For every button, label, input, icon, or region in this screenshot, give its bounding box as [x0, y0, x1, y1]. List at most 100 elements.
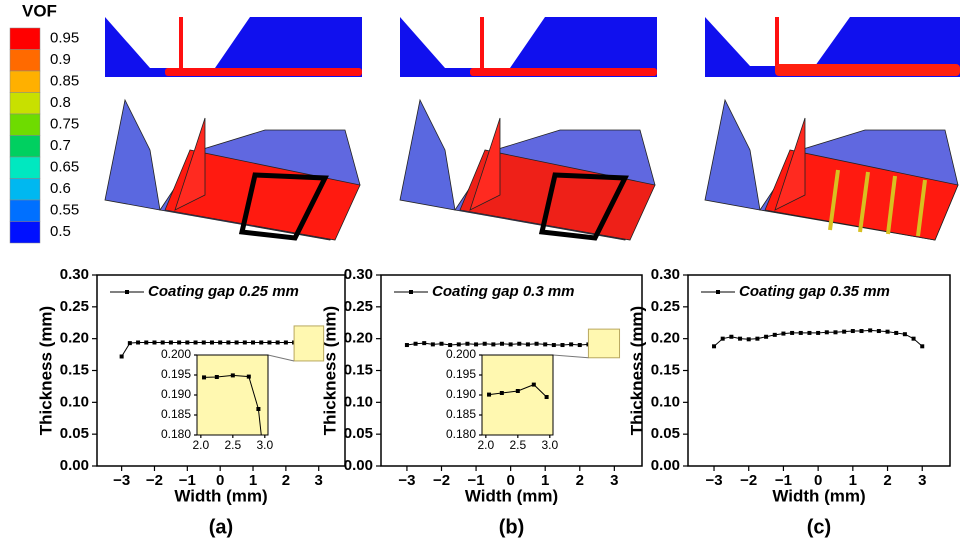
- point: [799, 331, 803, 335]
- section-a: [105, 17, 362, 77]
- y-tick-label: 0.25: [344, 298, 373, 315]
- x-tick-label: −2: [740, 472, 757, 489]
- colorbar-label: 0.65: [50, 159, 79, 176]
- point: [284, 340, 288, 344]
- point: [235, 340, 239, 344]
- y-tick-label: 0.195: [161, 367, 191, 381]
- x-tick-label: −2: [433, 472, 450, 489]
- point: [144, 340, 148, 344]
- colorbar-swatch: [10, 157, 40, 179]
- colorbar-label: 0.6: [50, 180, 71, 197]
- 3d-c: [705, 100, 958, 240]
- y-tick-label: 0.20: [344, 330, 373, 347]
- point: [781, 332, 785, 336]
- point: [764, 335, 768, 339]
- point: [414, 342, 418, 346]
- point: [177, 340, 181, 344]
- x-tick-label: 3: [315, 472, 323, 489]
- point: [231, 373, 235, 377]
- point: [860, 329, 864, 333]
- point: [807, 331, 811, 335]
- colorbar-label: 0.75: [50, 116, 79, 133]
- y-tick-label: 0.190: [161, 387, 191, 401]
- point: [738, 337, 742, 341]
- caption: (c): [807, 516, 831, 538]
- legend-label: Coating gap 0.35 mm: [739, 283, 890, 300]
- point: [276, 340, 280, 344]
- point: [543, 342, 547, 346]
- colorbar-swatch: [10, 136, 40, 158]
- chart: −3−2−101230.000.050.100.150.200.250.30Wi…: [627, 266, 950, 538]
- callout-line: [268, 355, 294, 361]
- x-tick-label: −3: [398, 472, 415, 489]
- colorbar-label: 0.95: [50, 30, 79, 47]
- point: [202, 375, 206, 379]
- section-images: [105, 17, 960, 77]
- point: [500, 391, 504, 395]
- colorbar-title: VOF: [22, 1, 57, 20]
- y-tick-label: 0.20: [651, 330, 680, 347]
- y-tick-label: 0.190: [446, 387, 476, 401]
- point: [877, 329, 881, 333]
- x-axis-label: Width (mm): [772, 486, 865, 505]
- point: [218, 340, 222, 344]
- y-tick-label: 0.200: [161, 347, 191, 361]
- point: [833, 330, 837, 334]
- 3d-images: [105, 100, 958, 240]
- callout-line: [553, 355, 588, 358]
- point: [422, 341, 426, 345]
- colorbar-swatch: [10, 114, 40, 136]
- point: [500, 342, 504, 346]
- colorbar-label: 0.55: [50, 202, 79, 219]
- y-axis-label: Thickness (mm): [320, 306, 339, 435]
- point: [569, 342, 573, 346]
- plot-frame: [688, 275, 950, 466]
- point: [842, 330, 846, 334]
- x-tick-label: 3.0: [256, 438, 273, 452]
- colorbar-swatch: [10, 71, 40, 93]
- y-axis-label: Thickness (mm): [627, 306, 646, 435]
- y-tick-label: 0.180: [446, 427, 476, 441]
- colorbar-swatch: [10, 179, 40, 201]
- y-tick-label: 0.05: [344, 425, 373, 442]
- point: [755, 337, 759, 341]
- point: [185, 340, 189, 344]
- point: [120, 354, 124, 358]
- legend-marker: [125, 290, 129, 294]
- point: [516, 389, 520, 393]
- legend-marker: [409, 290, 413, 294]
- colorbar-label: 0.9: [50, 51, 71, 68]
- x-tick-label: 3.0: [541, 438, 558, 452]
- point: [247, 375, 251, 379]
- point: [712, 344, 716, 348]
- colorbar: VOF 0.950.90.850.80.750.70.650.60.550.5: [10, 1, 79, 243]
- series: [405, 341, 616, 348]
- section-b: [400, 17, 657, 77]
- y-tick-label: 0.30: [651, 266, 680, 283]
- point: [903, 332, 907, 336]
- colorbar-label: 0.7: [50, 137, 71, 154]
- legend-marker: [716, 290, 720, 294]
- point: [474, 342, 478, 346]
- point: [259, 340, 263, 344]
- point: [816, 331, 820, 335]
- section-c: [705, 17, 960, 77]
- inset-frame: [197, 355, 268, 435]
- x-tick-label: 3: [610, 472, 618, 489]
- point: [721, 337, 725, 341]
- y-tick-label: 0.15: [344, 361, 373, 378]
- point: [773, 333, 777, 337]
- point: [161, 340, 165, 344]
- y-tick-label: 0.25: [60, 298, 89, 315]
- x-tick-label: 2: [576, 472, 584, 489]
- point: [868, 328, 872, 332]
- colorbar-swatch: [10, 93, 40, 115]
- point: [251, 340, 255, 344]
- highlight-box: [294, 326, 324, 361]
- point: [851, 329, 855, 333]
- point: [431, 342, 435, 346]
